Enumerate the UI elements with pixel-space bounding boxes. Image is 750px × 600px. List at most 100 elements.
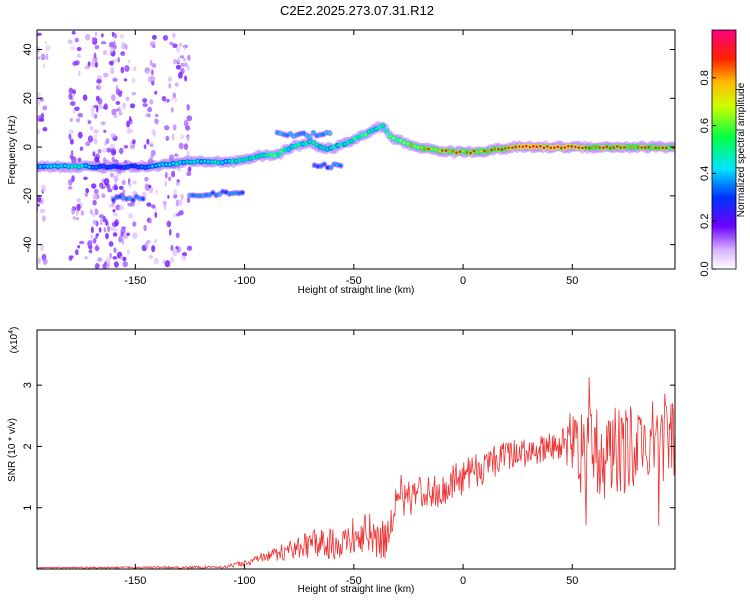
ridge-core	[84, 164, 88, 167]
noise-blob	[112, 213, 118, 217]
noise-blob	[149, 99, 154, 105]
ridge-core	[311, 141, 315, 144]
noise-blob	[107, 225, 110, 233]
noise-blob	[40, 247, 44, 252]
ridge-core	[287, 147, 291, 151]
ridge-core	[427, 147, 430, 151]
noise-blob	[126, 249, 131, 256]
noise-blob	[39, 208, 46, 214]
noise-blob	[145, 113, 150, 117]
noise-blob	[164, 171, 168, 179]
ridge-core	[235, 160, 238, 163]
ridge-core	[546, 145, 549, 148]
noise-blob	[142, 103, 148, 108]
noise-blob	[84, 256, 88, 260]
branch-blob	[211, 191, 215, 195]
noise-blob	[77, 131, 83, 139]
noise-blob	[67, 39, 73, 45]
noise-blob	[94, 57, 98, 63]
ridge-core	[588, 146, 591, 150]
noise-blob	[148, 255, 154, 259]
noise-blob	[170, 107, 174, 113]
noise-blob	[76, 209, 79, 216]
noise-blob	[95, 233, 100, 237]
noise-blob	[78, 70, 81, 76]
snr-y-axis: 1 2 3	[22, 382, 675, 511]
noise-blob	[92, 199, 97, 206]
noise-blob	[151, 69, 154, 76]
x-tick-label: -150	[124, 575, 146, 587]
ridge-core	[409, 143, 413, 147]
ridge-core	[623, 146, 626, 149]
y-tick-label: -20	[22, 188, 34, 204]
snr-y-label: SNR (10 * v/v)	[7, 418, 18, 482]
colorbar-tick-label: 0.8	[699, 70, 711, 85]
ridge-core	[581, 146, 584, 150]
noise-blob	[130, 103, 136, 109]
noise-blob	[186, 115, 193, 122]
noise-blob	[97, 257, 103, 262]
noise-blob	[84, 192, 89, 197]
noise-blob	[113, 33, 118, 39]
x-tick-label: -50	[346, 275, 362, 287]
noise-blob	[173, 153, 179, 157]
ridge-core	[504, 147, 507, 150]
x-tick-label: 0	[460, 275, 466, 287]
ridge-core	[521, 145, 525, 149]
ridge-core	[455, 151, 458, 155]
noise-blob	[72, 61, 78, 66]
noise-blob	[37, 32, 42, 36]
ridge-core	[493, 147, 497, 151]
ridge-core	[301, 142, 305, 146]
noise-blob	[79, 240, 85, 245]
ridge-core	[542, 146, 546, 150]
ridge-core	[577, 146, 581, 149]
noise-blob	[84, 65, 91, 70]
ridge-core	[269, 153, 273, 156]
ridge-core	[609, 146, 612, 150]
noise-blob	[168, 154, 174, 161]
ridge-core	[630, 146, 633, 149]
noise-blob	[175, 199, 180, 207]
ridge-core	[661, 146, 665, 149]
noise-blob	[45, 44, 51, 52]
noise-blob	[111, 94, 116, 102]
noise-blob	[72, 89, 76, 95]
ridge-core	[570, 145, 574, 148]
ridge-core	[283, 148, 287, 152]
noise-blob	[100, 121, 106, 126]
noise-blob	[165, 135, 170, 141]
noise-blob	[37, 56, 41, 60]
noise-blob	[120, 51, 126, 56]
noise-blob	[183, 143, 189, 151]
ridge-core	[416, 146, 420, 149]
ridge-core	[364, 133, 367, 137]
noise-blob	[187, 54, 191, 61]
ridge-core	[406, 142, 409, 146]
noise-blob	[94, 61, 98, 68]
ridge-core	[654, 146, 658, 150]
noise-blob	[154, 211, 158, 218]
ridge-core	[252, 156, 255, 159]
noise-blob	[96, 79, 102, 84]
ridge-core	[423, 147, 427, 151]
ridge-core	[297, 143, 301, 146]
ridge-core	[315, 143, 319, 147]
noise-blob	[99, 183, 103, 188]
noise-blob	[121, 42, 126, 50]
noise-blob	[172, 124, 177, 131]
branch-blob	[322, 162, 326, 166]
branch-blob	[208, 193, 212, 197]
ridge-core	[532, 144, 535, 148]
ridge-core	[172, 162, 175, 165]
ridge-core	[430, 147, 434, 151]
noise-blob	[37, 257, 41, 265]
ridge-core	[378, 126, 381, 129]
ridge-core	[497, 148, 500, 151]
noise-blob	[37, 92, 41, 98]
noise-blob	[143, 144, 147, 149]
colorbar-ticks: 0.0 0.2 0.4 0.6 0.8	[699, 70, 716, 277]
noise-blob	[68, 92, 72, 100]
noise-blob	[164, 125, 170, 131]
noise-blob	[113, 261, 119, 268]
